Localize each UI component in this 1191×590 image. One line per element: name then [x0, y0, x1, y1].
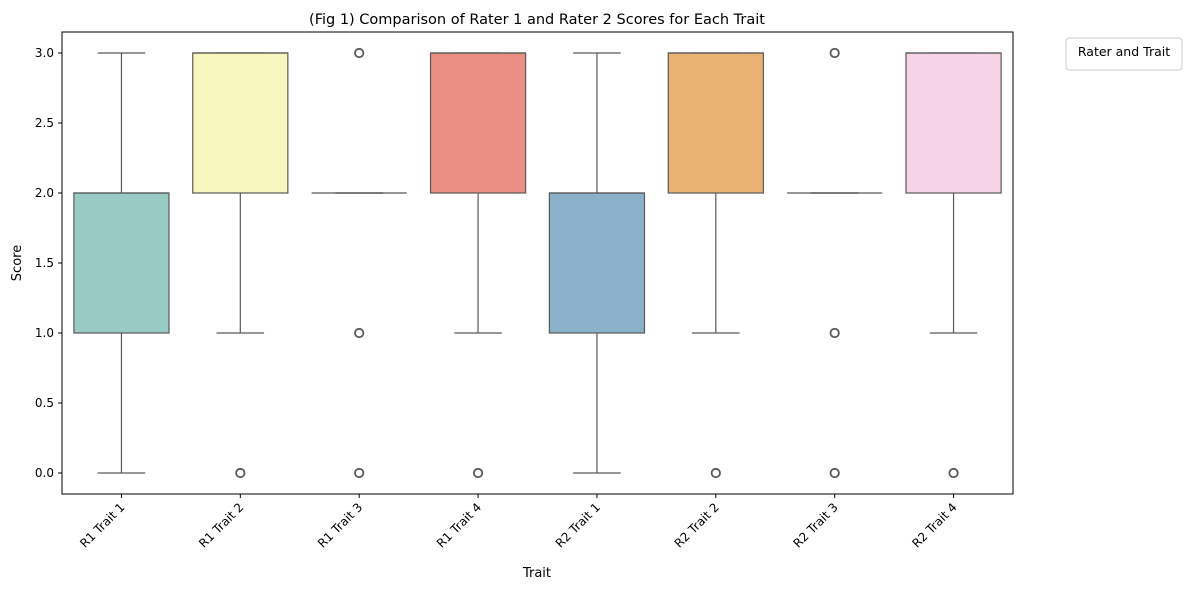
box-group	[73, 52, 170, 474]
outlier-point	[829, 467, 840, 479]
x-tick-label: R1 Trait 1	[77, 500, 127, 550]
outlier-point	[354, 327, 365, 339]
y-tick-label: 1.5	[35, 256, 54, 270]
box-group	[311, 47, 407, 479]
box-iqr	[905, 52, 1002, 194]
x-tick-label: R2 Trait 2	[672, 500, 722, 550]
box-iqr	[548, 192, 646, 334]
outlier-point	[829, 327, 840, 339]
legend-frame	[1065, 37, 1183, 71]
x-tick-label: R2 Trait 3	[791, 500, 841, 550]
y-tick-label: 1.0	[35, 326, 54, 340]
legend-title: Rater and Trait	[1078, 44, 1170, 59]
outlier-point	[948, 467, 959, 479]
y-tick-label: 3.0	[35, 46, 54, 60]
box-iqr	[73, 192, 170, 334]
box-group	[548, 52, 646, 474]
box-iqr	[192, 52, 289, 194]
plot-marks	[73, 47, 1002, 479]
y-tick-label: 0.5	[35, 396, 54, 410]
chart-title: (Fig 1) Comparison of Rater 1 and Rater …	[309, 12, 765, 28]
x-tick-label: R1 Trait 4	[434, 500, 484, 550]
x-axis-label: Trait	[522, 566, 551, 581]
legend: Rater and Trait	[1065, 37, 1183, 71]
x-axis: R1 Trait 1 R1 Trait 2 R1 Trait 3 R1 Trait 4…	[77, 494, 960, 551]
outlier-point	[235, 467, 246, 479]
x-tick-label: R1 Trait 2	[196, 500, 246, 550]
y-axis: 0.0 0.5 1.0 1.5 2.0 2.5 3.0	[35, 46, 62, 480]
box-group	[192, 52, 289, 479]
outlier-point	[472, 467, 484, 479]
box-iqr	[667, 52, 764, 194]
outlier-point	[829, 47, 840, 59]
x-tick-label: R2 Trait 4	[909, 500, 959, 550]
x-tick-label: R2 Trait 1	[553, 500, 603, 550]
box-group	[905, 52, 1002, 479]
outlier-point	[354, 467, 365, 479]
y-tick-label: 2.0	[35, 186, 54, 200]
box-group	[429, 52, 527, 479]
box-group	[787, 47, 883, 479]
box-iqr	[429, 52, 527, 194]
outlier-point	[710, 467, 721, 479]
box-group	[667, 52, 764, 479]
y-axis-label: Score	[10, 245, 25, 281]
y-tick-label: 0.0	[35, 466, 54, 480]
y-tick-label: 2.5	[35, 116, 54, 130]
x-tick-label: R1 Trait 3	[315, 500, 365, 550]
outlier-point	[354, 47, 365, 59]
